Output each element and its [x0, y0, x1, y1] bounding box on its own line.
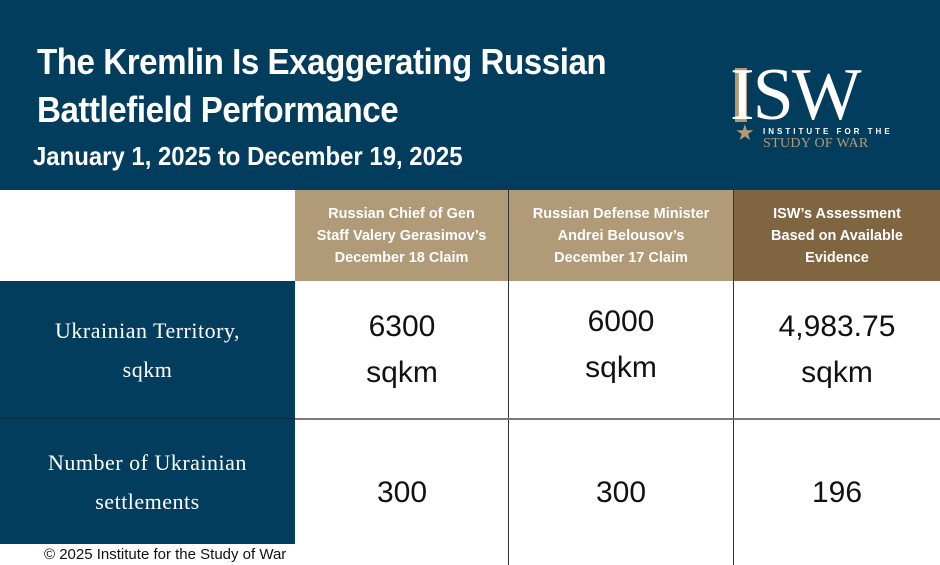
copyright-notice: © 2025 Institute for the Study of War	[44, 546, 287, 563]
header-banner: The Kremlin Is Exaggerating Russian Batt…	[0, 0, 940, 190]
table-cell: 300	[509, 420, 733, 565]
row-header-label: Number of Ukrainian settlements	[48, 449, 247, 514]
logo-letters: ISW	[730, 54, 862, 136]
cell-value: 6300	[368, 310, 436, 343]
date-range-subtitle: January 1, 2025 to December 19, 2025	[33, 141, 463, 171]
cell-value: 300	[376, 475, 428, 509]
isw-logo: ISW ★ INSTITUTE FOR THE STUDY OF WAR	[730, 58, 900, 153]
cell-unit: sqkm	[801, 356, 873, 389]
cell-value: 4,983.75	[778, 310, 896, 343]
logo-pillar-icon	[735, 68, 747, 122]
row-header-label: Ukrainian Territory, sqkm	[54, 317, 240, 382]
table-cell: 196	[734, 420, 940, 565]
row-header-territory: Ukrainian Territory, sqkm	[0, 281, 295, 418]
column-header-label: Russian Chief of Gen Staff Valery Gerasi…	[316, 205, 487, 266]
column-header-belousov: Russian Defense Minister Andrei Belousov…	[509, 190, 733, 281]
column-header-label: ISW’s Assessment Based on Available Evid…	[771, 205, 903, 266]
cell-value: 6000	[587, 305, 655, 338]
table-cell: 6000 sqkm	[509, 285, 733, 405]
logo-line2: STUDY OF WAR	[763, 136, 869, 151]
column-divider	[508, 186, 509, 565]
cell-unit: sqkm	[366, 356, 438, 389]
table-cell: 6300 sqkm	[296, 290, 508, 410]
page-title: The Kremlin Is Exaggerating Russian Batt…	[37, 41, 607, 130]
column-header-gerasimov: Russian Chief of Gen Staff Valery Gerasi…	[295, 190, 508, 281]
row-divider	[295, 418, 940, 420]
row-header-settlements: Number of Ukrainian settlements	[0, 419, 295, 544]
column-divider	[733, 190, 734, 565]
cell-value: 300	[595, 475, 647, 509]
cell-unit: sqkm	[585, 351, 657, 384]
column-header-isw: ISW’s Assessment Based on Available Evid…	[734, 190, 940, 281]
column-header-label: Russian Defense Minister Andrei Belousov…	[532, 205, 710, 266]
table-cell: 300	[296, 420, 508, 565]
cell-value: 196	[811, 475, 863, 509]
star-icon: ★	[735, 120, 755, 145]
table-cell: 4,983.75 sqkm	[734, 290, 940, 410]
logo-line1: INSTITUTE FOR THE	[763, 127, 893, 136]
